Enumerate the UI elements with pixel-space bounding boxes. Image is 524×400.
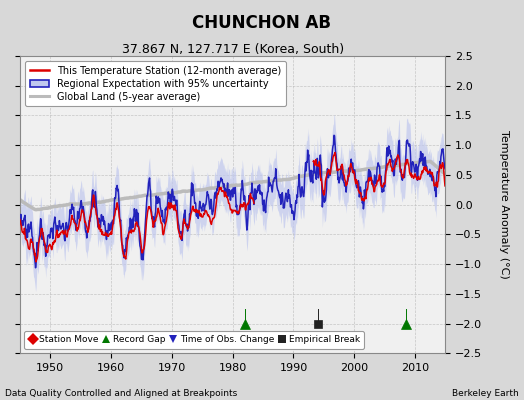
Text: Berkeley Earth: Berkeley Earth [452, 389, 519, 398]
Y-axis label: Temperature Anomaly (°C): Temperature Anomaly (°C) [499, 130, 509, 279]
Legend: Station Move, Record Gap, Time of Obs. Change, Empirical Break: Station Move, Record Gap, Time of Obs. C… [25, 331, 364, 349]
Title: 37.867 N, 127.717 E (Korea, South): 37.867 N, 127.717 E (Korea, South) [122, 43, 344, 56]
Text: CHUNCHON AB: CHUNCHON AB [192, 14, 332, 32]
Text: Data Quality Controlled and Aligned at Breakpoints: Data Quality Controlled and Aligned at B… [5, 389, 237, 398]
